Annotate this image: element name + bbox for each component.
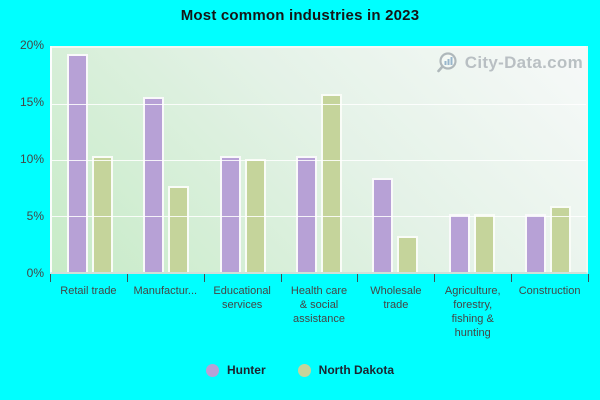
x-tick xyxy=(203,274,205,282)
bar-north-dakota xyxy=(549,205,571,272)
legend-label: North Dakota xyxy=(318,363,394,377)
y-tick-label: 5% xyxy=(26,209,44,223)
chart-title: Most common industries in 2023 xyxy=(180,7,420,24)
bar-group xyxy=(52,48,128,272)
gridline xyxy=(52,216,586,217)
x-tick xyxy=(434,274,436,282)
bar-group xyxy=(281,48,357,272)
bar-hunter xyxy=(448,213,470,272)
watermark-text: City-Data.com xyxy=(464,53,583,72)
bar-hunter xyxy=(67,53,89,272)
x-tick xyxy=(357,274,359,282)
bar-north-dakota xyxy=(92,155,114,272)
bar-series-container xyxy=(52,48,586,272)
bar-group xyxy=(205,48,281,272)
legend-label: Hunter xyxy=(226,363,266,377)
x-tick xyxy=(280,274,282,282)
legend: Hunter North Dakota xyxy=(0,363,600,377)
y-tick-label: 10% xyxy=(19,152,44,166)
x-tick xyxy=(50,274,51,282)
x-category-label: Educational services xyxy=(213,285,271,311)
x-tick xyxy=(588,274,589,282)
legend-item-hunter: Hunter xyxy=(205,363,266,377)
bar-hunter xyxy=(524,213,546,272)
x-category-label: Construction xyxy=(518,285,581,297)
bar-north-dakota xyxy=(244,158,266,272)
bar-hunter xyxy=(143,97,165,272)
legend-swatch xyxy=(205,363,219,377)
magnifier-chart-icon xyxy=(436,50,462,76)
gridline xyxy=(52,104,586,105)
y-tick-label: 15% xyxy=(19,95,44,109)
bar-north-dakota xyxy=(397,236,419,272)
bar-group xyxy=(128,48,204,272)
bar-north-dakota xyxy=(168,185,190,272)
y-tick-label: 0% xyxy=(26,266,44,280)
x-axis-ticks xyxy=(50,274,589,283)
legend-item-north-dakota: North Dakota xyxy=(297,363,394,377)
bar-north-dakota xyxy=(473,213,495,272)
x-category-label: Retail trade xyxy=(60,285,117,297)
bar-group xyxy=(510,48,586,272)
plot-area xyxy=(50,46,588,274)
x-tick xyxy=(126,274,128,282)
x-axis-labels: Retail trade Manufactur... Educational ser… xyxy=(50,284,588,340)
x-category-label: Wholesale trade xyxy=(370,285,422,311)
bar-group xyxy=(357,48,433,272)
bar-hunter xyxy=(295,155,317,272)
x-category-label: Health care & social assistance xyxy=(290,285,348,325)
gridline xyxy=(52,160,586,161)
legend-swatch xyxy=(297,363,311,377)
x-tick xyxy=(511,274,513,282)
y-tick-label: 20% xyxy=(19,38,44,52)
bar-hunter xyxy=(219,155,241,272)
bar-group xyxy=(433,48,509,272)
bar-hunter xyxy=(372,177,394,272)
bar-north-dakota xyxy=(320,93,342,272)
x-category-label: Agriculture, forestry, fishing & hunting xyxy=(444,285,501,339)
x-category-label: Manufactur... xyxy=(133,285,198,297)
watermark: City-Data.com xyxy=(436,50,583,76)
